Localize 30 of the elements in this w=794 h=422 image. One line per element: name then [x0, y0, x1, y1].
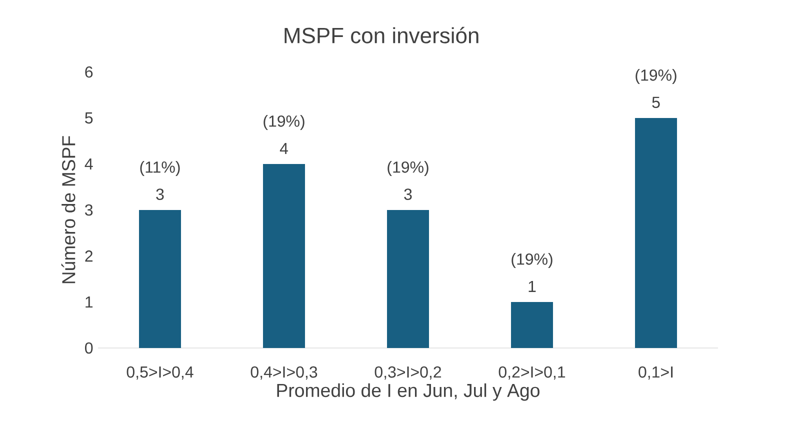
y-tick-label: 1 [86, 296, 93, 308]
y-tick-label: 6 [85, 66, 93, 78]
y-axis-title: Número de MSPF [61, 136, 76, 284]
data-label: 4 [280, 142, 288, 154]
chart-title: MSPF con inversión [284, 26, 478, 44]
y-tick-label: 4 [84, 158, 93, 170]
bar [139, 210, 181, 348]
x-tick-label: 0,1>I [638, 366, 673, 380]
annotation: (19%) [388, 161, 428, 176]
annotation: (19%) [512, 253, 552, 268]
bar [263, 164, 306, 348]
data-label: 3 [156, 188, 164, 200]
y-tick-label: 0 [85, 342, 93, 354]
x-tick-label: 0,3>I>0,2 [374, 366, 442, 380]
bar [387, 210, 430, 348]
x-tick-label: 0,2>I>0,1 [498, 366, 566, 380]
annotation: (11%) [140, 161, 180, 176]
y-tick-label: 2 [85, 250, 93, 262]
y-tick-label: 3 [85, 204, 93, 216]
x-axis-title: Promedio de I en Jun, Jul y Ago [277, 383, 540, 401]
data-label: 5 [652, 96, 660, 108]
annotation: (19%) [636, 69, 676, 84]
bar [511, 302, 554, 348]
x-tick-label: 0,4>I>0,3 [250, 366, 318, 380]
x-tick-label: 0,5>I>0,4 [126, 366, 194, 380]
y-tick-label: 5 [85, 112, 93, 124]
data-label: 3 [404, 188, 412, 200]
bar [635, 118, 678, 348]
data-label: 1 [528, 280, 536, 292]
annotation: (19%) [264, 115, 304, 130]
